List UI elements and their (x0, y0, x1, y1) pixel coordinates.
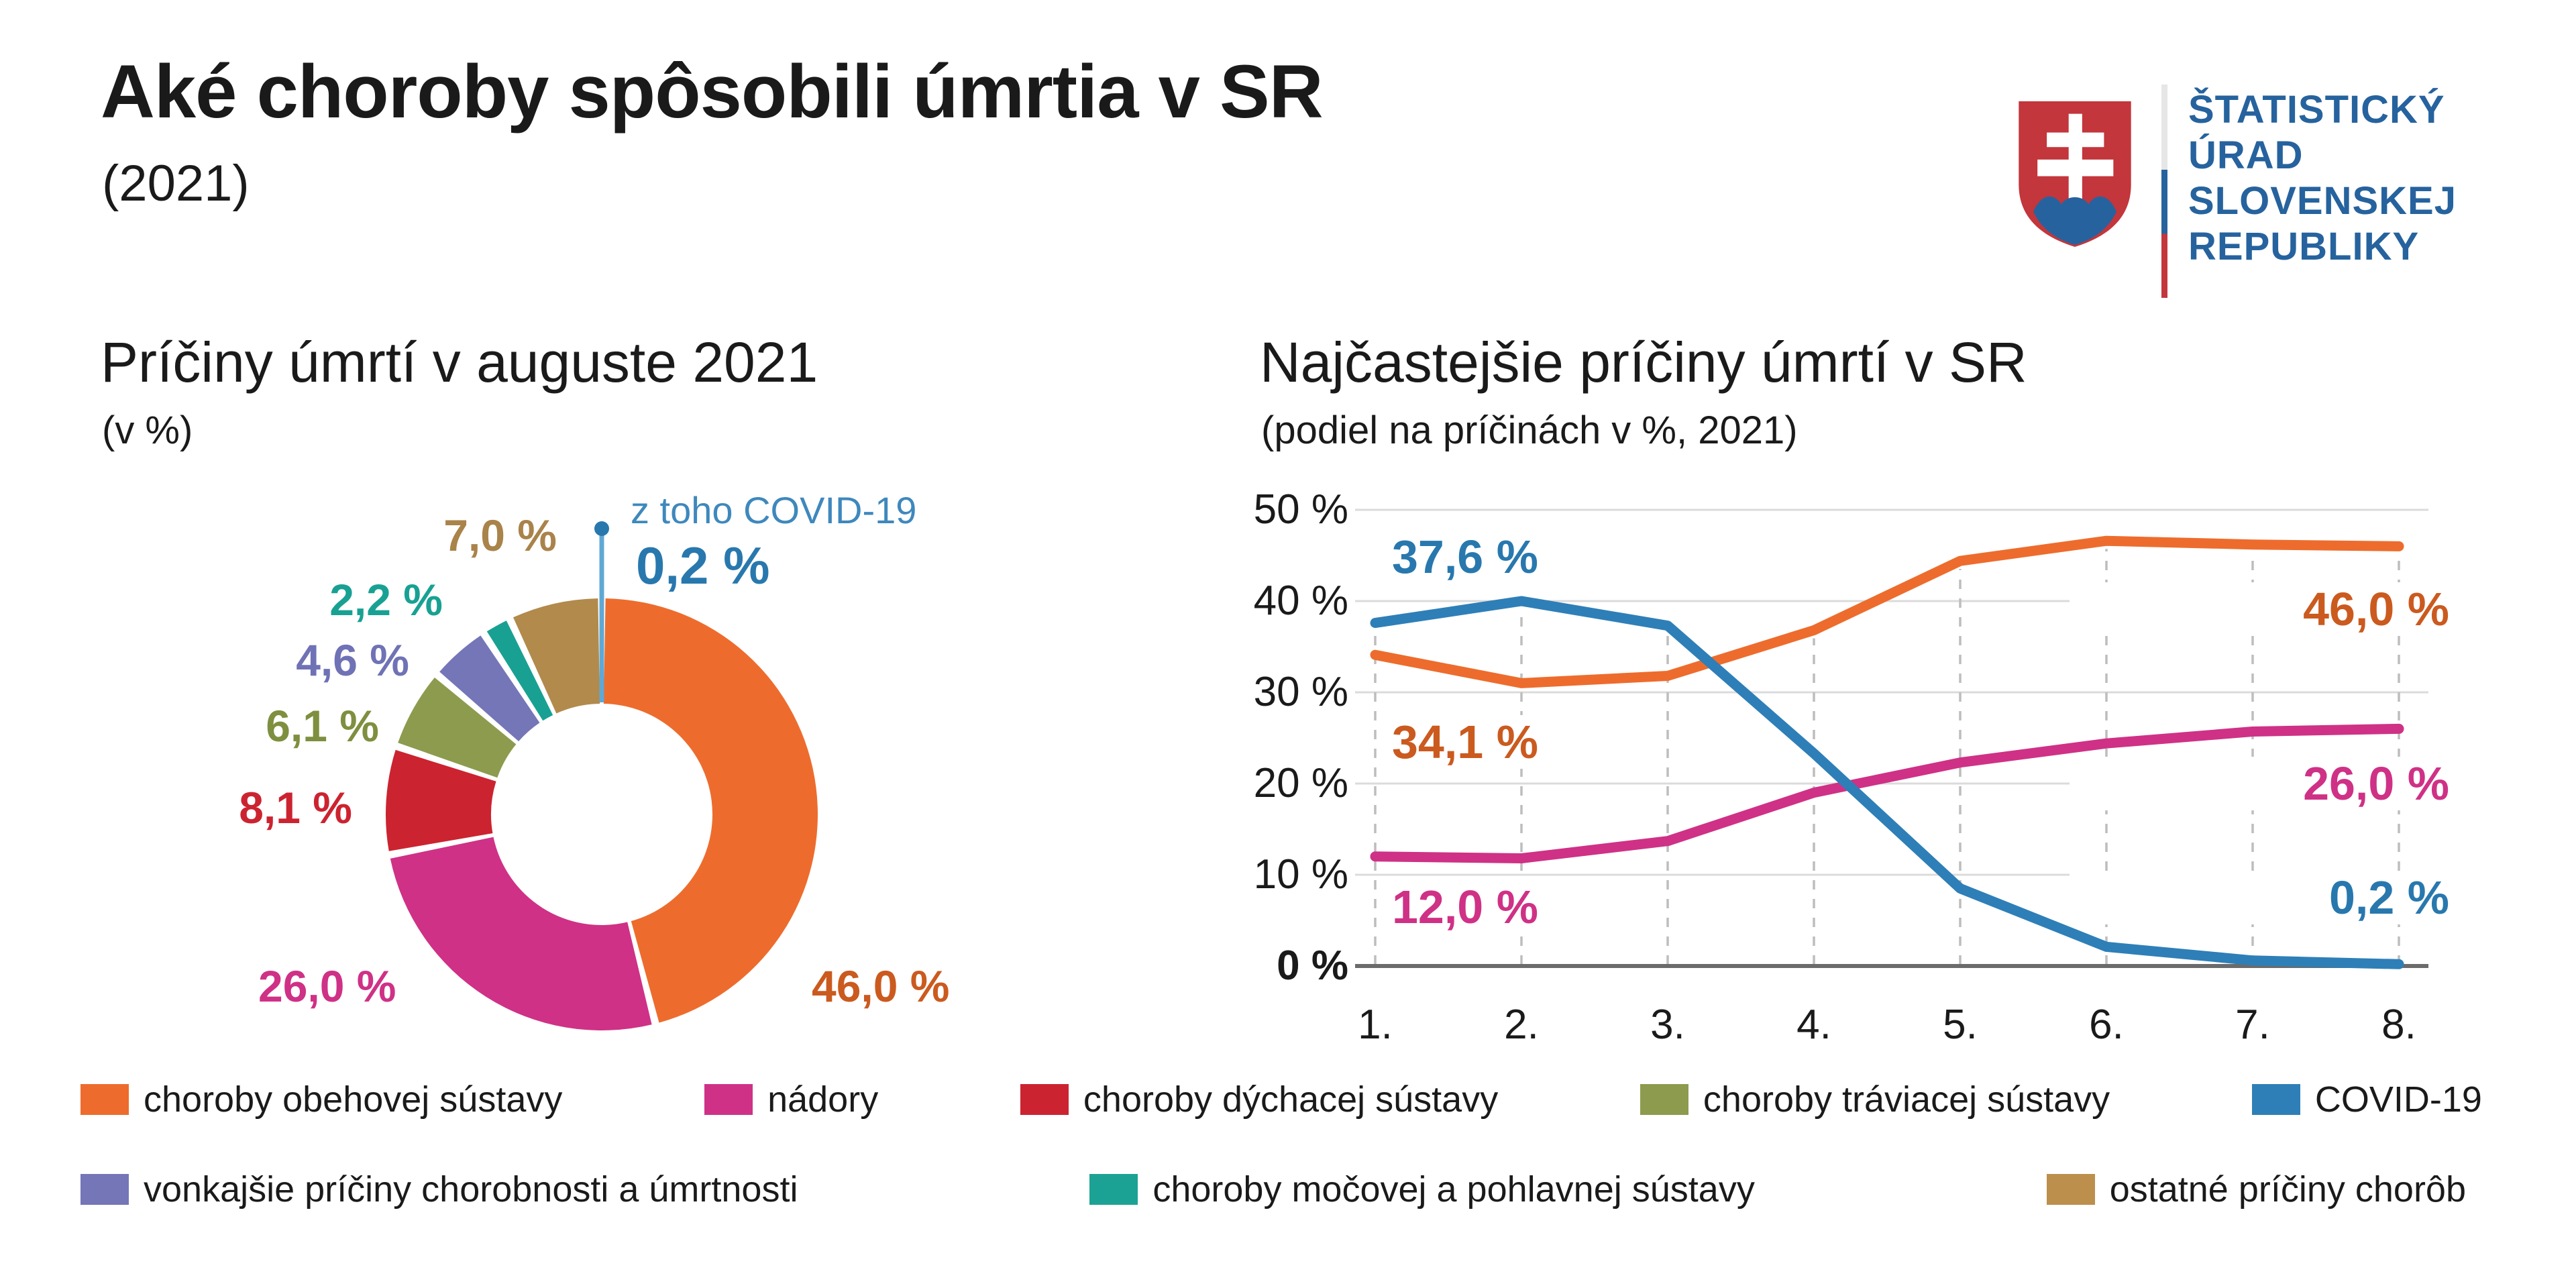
logo-text-line: ÚRAD (2188, 133, 2304, 177)
donut-slice-4 (439, 635, 540, 742)
donut-label-mocove: 2,2 % (329, 575, 443, 625)
x-tick-month-7: 7. (2235, 1002, 2270, 1048)
legend-label: choroby tráviacej sústavy (1703, 1079, 2110, 1120)
legend-label: COVID-19 (2314, 1079, 2482, 1120)
donut-label-ostatne: 7,0 % (443, 511, 557, 560)
annotation-covid-end: 0,2 % (2070, 871, 2453, 924)
legend-label: ostatné príčiny chorôb (2109, 1169, 2466, 1210)
covid-callout-label: z toho COVID-19 (631, 489, 917, 531)
line-chart-subtitle: (podiel na príčinách v %, 2021) (1261, 409, 1798, 452)
logo-text-line: SLOVENSKEJ (2188, 179, 2457, 223)
y-tick-0%: 0 % (1277, 943, 1348, 989)
legend-item: ostatné príčiny chorôb (2046, 1169, 2466, 1210)
donut-chart-subtitle: (v %) (102, 409, 193, 452)
legend-item: choroby dýchacej sústavy (1020, 1079, 1498, 1120)
annotation-covid-start: 37,6 % (1388, 530, 1542, 584)
donut-slice-2 (386, 749, 496, 851)
y-tick-40%: 40 % (1253, 578, 1348, 624)
legend-swatch-icon (1020, 1084, 1069, 1115)
x-tick-month-4: 4. (1796, 1002, 1831, 1048)
donut-slice-3 (398, 677, 517, 778)
legend-item: COVID-19 (2251, 1079, 2482, 1120)
logo-divider (2161, 85, 2167, 298)
logo-text-line: REPUBLIKY (2188, 225, 2420, 268)
donut-chart-title: Príčiny úmrtí v auguste 2021 (101, 331, 818, 394)
donut-slice-5 (486, 621, 553, 721)
legend-swatch-icon (80, 1174, 129, 1205)
legend-label: nádory (767, 1079, 879, 1120)
legend-label: choroby dýchacej sústavy (1083, 1079, 1499, 1120)
legend-swatch-icon (2046, 1174, 2095, 1205)
logo-text-line: ŠTATISTICKÝ (2188, 88, 2445, 131)
annotation-obehove-end: 46,0 % (2070, 582, 2453, 636)
donut-label-vonkajsie: 4,6 % (296, 635, 409, 685)
slovak-coat-of-arms-icon (2019, 101, 2131, 248)
y-tick-50%: 50 % (1253, 486, 1348, 533)
annotation-nadory-end: 26,0 % (2070, 757, 2453, 810)
donut-chart (386, 521, 818, 1030)
legend-swatch-icon (2251, 1084, 2300, 1115)
legend-swatch-icon (704, 1084, 753, 1115)
legend-label: choroby obehovej sústavy (144, 1079, 563, 1120)
y-tick-30%: 30 % (1253, 669, 1348, 715)
annotation-obehove-start: 34,1 % (1388, 715, 1542, 769)
legend-row-1: choroby obehovej sústavy nádory choroby dý… (80, 1079, 2482, 1120)
donut-slice-1 (390, 837, 652, 1030)
legend-swatch-icon (1089, 1174, 1138, 1205)
line-chart-title: Najčastejšie príčiny úmrtí v SR (1260, 331, 2027, 394)
x-tick-month-2: 2. (1504, 1002, 1539, 1048)
donut-label-dychacie: 8,1 % (239, 783, 352, 833)
donut-label-traviace: 6,1 % (266, 701, 379, 751)
donut-slice-6 (513, 598, 600, 714)
covid-callout-value: 0,2 % (636, 536, 770, 595)
y-tick-10%: 10 % (1253, 851, 1348, 898)
x-tick-month-3: 3. (1650, 1002, 1685, 1048)
donut-slice-0 (603, 598, 818, 1023)
legend-item: vonkajšie príčiny chorobnosti a úmrtnost… (80, 1169, 798, 1210)
y-tick-20%: 20 % (1253, 760, 1348, 806)
covid-callout-dot (594, 521, 609, 536)
legend-item: choroby močovej a pohlavnej sústavy (1089, 1169, 1755, 1210)
x-tick-month-5: 5. (1943, 1002, 1978, 1048)
legend-label: choroby močovej a pohlavnej sústavy (1152, 1169, 1755, 1210)
legend-label: vonkajšie príčiny chorobnosti a úmrtnost… (144, 1169, 798, 1210)
series-line-nádory (1370, 723, 2404, 863)
series-line-choroby obehovej sústavy (1370, 535, 2404, 688)
x-tick-month-8: 8. (2381, 1002, 2416, 1048)
page-subtitle: (2021) (102, 155, 250, 212)
donut-label-obehove: 46,0 % (812, 961, 950, 1011)
legend-item: choroby obehovej sústavy (80, 1079, 562, 1120)
statistical-office-logo: ŠTATISTICKÝ ÚRAD SLOVENSKEJ REPUBLIKY (2012, 85, 2522, 306)
annotation-nadory-start: 12,0 % (1388, 880, 1542, 934)
donut-label-nadory: 26,0 % (258, 961, 396, 1011)
legend-row-2: vonkajšie príčiny chorobnosti a úmrtnost… (80, 1169, 2466, 1210)
x-tick-month-6: 6. (2089, 1002, 2124, 1048)
x-tick-month-1: 1. (1358, 1002, 1393, 1048)
logo-text: ŠTATISTICKÝ ÚRAD SLOVENSKEJ REPUBLIKY (2188, 87, 2457, 270)
legend-item: nádory (704, 1079, 878, 1120)
legend-item: choroby tráviacej sústavy (1640, 1079, 2110, 1120)
legend-swatch-icon (1640, 1084, 1688, 1115)
legend-swatch-icon (80, 1084, 129, 1115)
page-title: Aké choroby spôsobili úmrtia v SR (101, 50, 1324, 133)
series-line-COVID-19 (1370, 596, 2404, 969)
